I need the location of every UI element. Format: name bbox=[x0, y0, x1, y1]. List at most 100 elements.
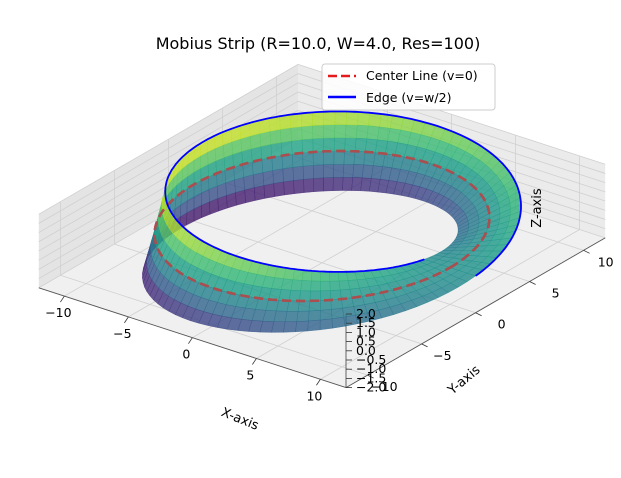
surface-patch bbox=[355, 124, 369, 140]
surface-patch bbox=[282, 167, 294, 183]
surface-patch bbox=[308, 300, 321, 312]
surface-patch bbox=[313, 164, 324, 179]
y-tick-label-mark bbox=[583, 249, 590, 254]
surface-patch bbox=[292, 165, 304, 181]
surface-patch bbox=[312, 111, 325, 126]
surface-patch bbox=[337, 271, 349, 282]
x-tick-label: 0 bbox=[182, 347, 190, 362]
surface-patch bbox=[342, 163, 355, 178]
surface-patch bbox=[345, 124, 358, 139]
surface-patch bbox=[302, 151, 314, 167]
surface-patch bbox=[300, 280, 312, 292]
z-tick-label: 2.0 bbox=[356, 306, 376, 321]
surface-patch bbox=[354, 137, 368, 153]
edge-series bbox=[164, 110, 522, 277]
y-tick-label: 0 bbox=[498, 317, 506, 332]
surface-patch bbox=[309, 290, 321, 302]
legend-box bbox=[321, 63, 496, 111]
surface-patch bbox=[249, 133, 262, 150]
surface-patch bbox=[272, 168, 284, 184]
surface-patch bbox=[319, 318, 333, 331]
surface-patch bbox=[301, 125, 314, 141]
x-tick-label: 5 bbox=[246, 367, 254, 382]
surface-patch bbox=[345, 111, 359, 126]
surface-patch bbox=[343, 150, 356, 165]
surface-patch bbox=[284, 311, 299, 323]
surface-patch bbox=[283, 321, 298, 333]
surface-patch bbox=[273, 310, 288, 323]
tick-labels: −10 −5 0 5 10 −10 −5 0 5 10 −2.0−1.5−1.0−0.50.00.5… bbox=[45, 249, 614, 403]
x-tick-label: −10 bbox=[45, 305, 71, 320]
surface-patch bbox=[289, 113, 302, 129]
y-tick-label-mark bbox=[529, 281, 536, 285]
surface-patch bbox=[261, 157, 273, 173]
surface-patch bbox=[291, 152, 304, 168]
surface-patch bbox=[302, 165, 314, 180]
z-tick-label: 1.5 bbox=[356, 315, 376, 330]
z-tick-label: 0.5 bbox=[356, 334, 376, 349]
surface-patch bbox=[351, 177, 363, 192]
x-axis-label: X-axis bbox=[219, 405, 261, 434]
surface-patch bbox=[301, 269, 313, 282]
x-tick-label: 10 bbox=[306, 388, 322, 403]
surface-patch bbox=[307, 319, 321, 332]
surface-patch bbox=[356, 111, 371, 127]
grid-z-left bbox=[38, 64, 299, 215]
z-tick-label: −1.0 bbox=[356, 361, 386, 376]
surface-patch bbox=[243, 174, 255, 191]
grid-z-left bbox=[38, 91, 299, 243]
surface-patch bbox=[262, 170, 274, 186]
surface-patch bbox=[273, 181, 285, 197]
surface-patch bbox=[368, 112, 382, 128]
surface-patch bbox=[269, 129, 282, 145]
surface-patch bbox=[334, 111, 348, 125]
surface-patch bbox=[329, 271, 340, 282]
surface-patch bbox=[333, 137, 346, 152]
surface-patch bbox=[320, 271, 331, 282]
surface-patch bbox=[320, 281, 331, 292]
surface-patch bbox=[333, 163, 345, 178]
surface-patch bbox=[329, 280, 341, 291]
surface-patch bbox=[334, 124, 347, 139]
surface-patch bbox=[259, 131, 272, 147]
surface-patch bbox=[323, 124, 336, 139]
surface-patch bbox=[263, 183, 275, 199]
chart-title: Mobius Strip (R=10.0, W=4.0, Res=100) bbox=[156, 34, 481, 53]
surface-patch bbox=[313, 177, 324, 192]
mobius-surface bbox=[142, 111, 522, 333]
y-tick-label: 5 bbox=[552, 286, 560, 301]
surface-patch bbox=[323, 150, 335, 165]
surface-patch bbox=[333, 150, 345, 165]
center-line-shadow bbox=[153, 149, 491, 303]
surface-patch bbox=[353, 151, 366, 166]
surface-patch bbox=[286, 300, 300, 312]
surface-patch bbox=[331, 316, 346, 329]
surface-patch bbox=[288, 289, 301, 302]
surface-patch bbox=[299, 290, 311, 302]
surface-patch bbox=[323, 137, 335, 152]
x-tick-label-mark bbox=[316, 379, 321, 386]
y-tick-label-mark bbox=[367, 374, 374, 379]
z-tick-label: −0.5 bbox=[356, 352, 386, 367]
surface-patch bbox=[295, 320, 309, 333]
surface-patch bbox=[344, 137, 357, 152]
y-tick-label: −10 bbox=[371, 379, 397, 394]
surface-patch bbox=[280, 140, 293, 156]
x-tick-label-mark bbox=[252, 358, 257, 365]
surface-patch bbox=[270, 142, 283, 158]
surface-patch bbox=[290, 126, 303, 142]
surface-patch bbox=[253, 185, 266, 201]
y-axis-label: Y-axis bbox=[445, 363, 484, 399]
surface-patch bbox=[311, 270, 321, 282]
surface-patch bbox=[271, 321, 286, 333]
surface-patch bbox=[352, 164, 364, 179]
surface-patch bbox=[323, 177, 334, 192]
z-tick-label: −1.5 bbox=[356, 370, 386, 385]
surface-patch bbox=[297, 300, 311, 312]
surface-patch bbox=[301, 138, 314, 154]
surface-patch bbox=[310, 280, 321, 292]
surface-patch bbox=[300, 112, 313, 127]
z-axis-label: Z-axis bbox=[530, 188, 545, 228]
surface-patch bbox=[312, 137, 324, 153]
z-tick-label: −2.0 bbox=[356, 380, 386, 395]
